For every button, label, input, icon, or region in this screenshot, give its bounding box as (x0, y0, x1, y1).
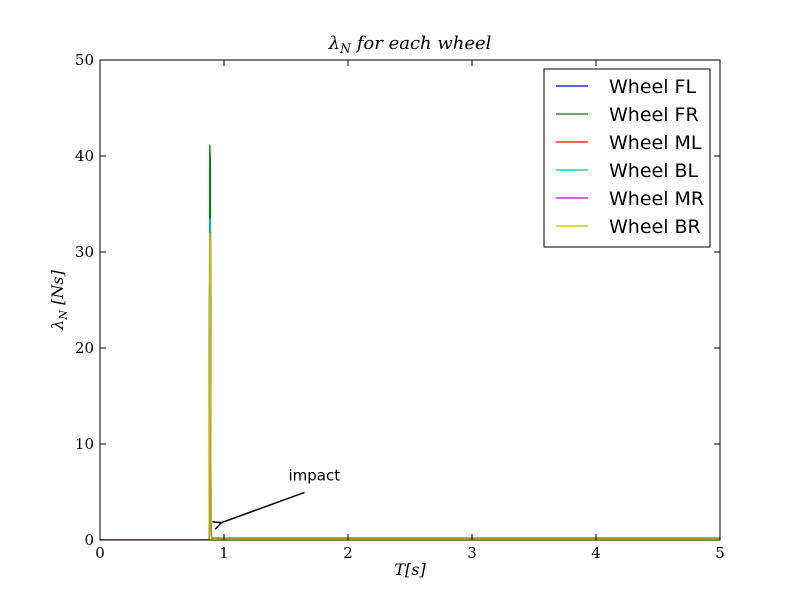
x-tick-label: 0 (95, 544, 105, 562)
annotation-arrow (221, 491, 305, 522)
legend-label: Wheel FL (609, 76, 696, 98)
legend-label: Wheel BR (609, 216, 701, 238)
series-layer (100, 144, 720, 540)
annotation-label: impact (288, 466, 340, 484)
y-axis-label: λN​ [Ns] (48, 269, 70, 330)
legend-box (543, 68, 711, 248)
legend-label: Wheel BL (609, 160, 699, 182)
legend: Wheel FL Wheel FR Wheel ML Wheel BL Wheel MR… (543, 68, 711, 248)
chart-title: λN​ for each wheel (328, 33, 492, 56)
y-tick-label: 20 (75, 339, 94, 357)
annotation-layer: impact (221, 466, 340, 522)
legend-label: Wheel FR (609, 104, 699, 126)
legend-label: Wheel MR (609, 188, 704, 210)
y-tick-label: 0 (84, 531, 94, 549)
x-tick-label: 3 (467, 544, 477, 562)
series-line-wheel-bl (100, 218, 720, 540)
x-tick-label: 5 (715, 544, 725, 562)
y-tick-label: 40 (75, 147, 94, 165)
y-tick-label: 10 (75, 435, 94, 453)
legend-label: Wheel ML (609, 132, 702, 154)
y-tick-label: 50 (75, 51, 94, 69)
plot-frame (99, 59, 721, 541)
y-tick-label: 30 (75, 243, 94, 261)
x-tick-label: 4 (591, 544, 601, 562)
series-line-wheel-mr (100, 232, 720, 540)
x-tick-label: 2 (343, 544, 353, 562)
series-line-wheel-br (100, 232, 720, 540)
series-line-wheel-ml (100, 232, 720, 540)
x-axis-label: T[s] (394, 560, 426, 579)
x-tick-label: 1 (219, 544, 229, 562)
series-line-wheel-fl (100, 223, 720, 540)
